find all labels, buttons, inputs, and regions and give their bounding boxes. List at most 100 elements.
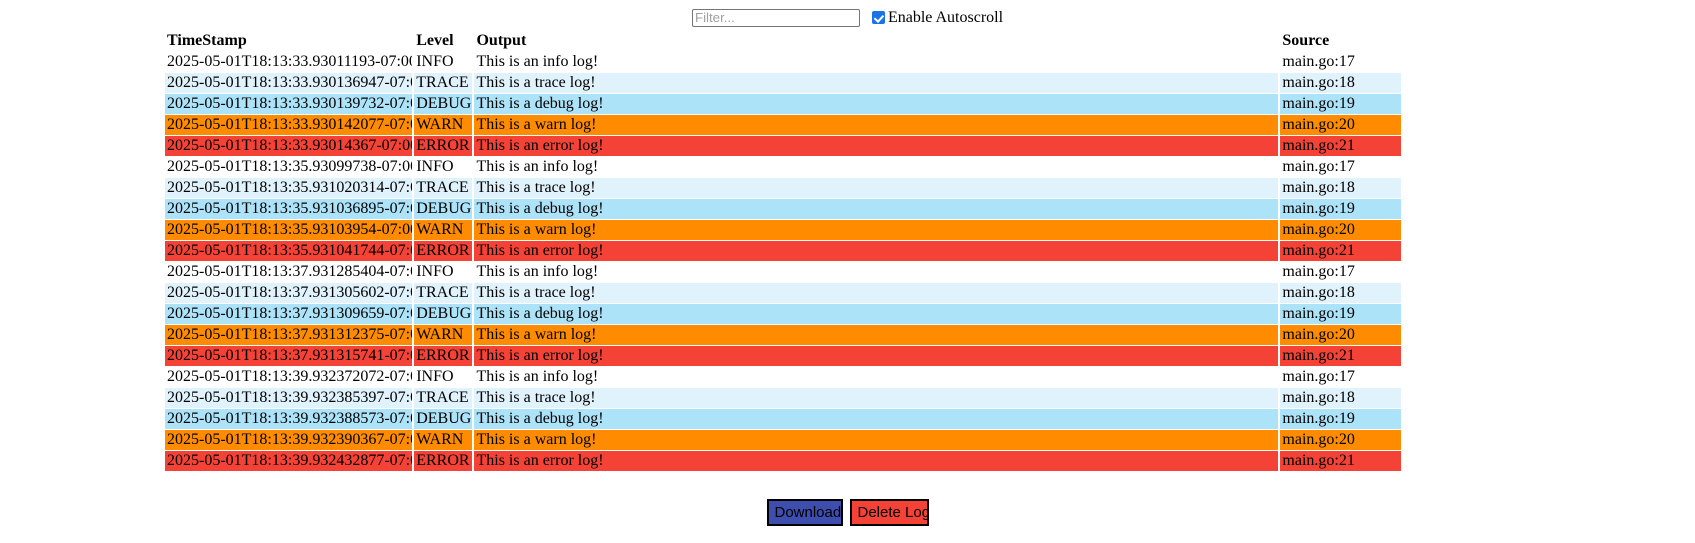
download-logs-button[interactable]: Download Logs [766,499,843,526]
cell-output: This is a warn log! [474,325,1279,345]
cell-level: DEBUG [414,409,473,429]
cell-output: This is an error log! [474,451,1279,471]
table-row: 2025-05-01T18:13:35.931020314-07:00 TRACE… [165,178,1401,198]
cell-source: main.go:21 [1280,346,1401,366]
table-row: 2025-05-01T18:13:37.931305602-07:00 TRACE… [165,283,1401,303]
cell-level: ERROR [414,136,473,156]
table-row: 2025-05-01T18:13:35.931041744-07:00 ERROR… [165,241,1401,261]
table-row: 2025-05-01T18:13:35.93099738-07:00 INFO Th… [165,157,1401,177]
log-table-body: 2025-05-01T18:13:33.93011193-07:00 INFO Th… [165,52,1401,471]
cell-output: This is a trace log! [474,388,1279,408]
checkbox-checked-icon[interactable] [871,11,885,24]
cell-timestamp: 2025-05-01T18:13:33.930139732-07:00 [165,94,413,114]
column-header-output: Output [474,31,1279,51]
cell-timestamp: 2025-05-01T18:13:37.931315741-07:00 [165,346,413,366]
cell-source: main.go:17 [1280,157,1401,177]
cell-output: This is a debug log! [474,199,1279,219]
cell-timestamp: 2025-05-01T18:13:33.930136947-07:00 [165,73,413,93]
cell-level: TRACE [414,73,473,93]
cell-output: This is an info log! [474,262,1279,282]
table-row: 2025-05-01T18:13:39.932388573-07:00 DEBUG… [165,409,1401,429]
cell-source: main.go:17 [1280,367,1401,387]
cell-source: main.go:20 [1280,325,1401,345]
table-row: 2025-05-01T18:13:33.930139732-07:00 DEBUG… [165,94,1401,114]
cell-source: main.go:19 [1280,199,1401,219]
cell-level: TRACE [414,283,473,303]
cell-level: INFO [414,157,473,177]
cell-timestamp: 2025-05-01T18:13:37.931285404-07:00 [165,262,413,282]
cell-output: This is a trace log! [474,283,1279,303]
cell-timestamp: 2025-05-01T18:13:33.93014367-07:00 [165,136,413,156]
cell-source: main.go:21 [1280,451,1401,471]
cell-source: main.go:18 [1280,73,1401,93]
cell-timestamp: 2025-05-01T18:13:39.932372072-07:00 [165,367,413,387]
cell-output: This is an error log! [474,241,1279,261]
table-row: 2025-05-01T18:13:37.931285404-07:00 INFO T… [165,262,1401,282]
cell-output: This is a debug log! [474,94,1279,114]
cell-timestamp: 2025-05-01T18:13:37.931305602-07:00 [165,283,413,303]
cell-level: ERROR [414,241,473,261]
cell-timestamp: 2025-05-01T18:13:39.932388573-07:00 [165,409,413,429]
table-row: 2025-05-01T18:13:37.931309659-07:00 DEBUG… [165,304,1401,324]
filter-input[interactable] [691,8,860,27]
table-row: 2025-05-01T18:13:35.93103954-07:00 WARN Th… [165,220,1401,240]
cell-source: main.go:20 [1280,430,1401,450]
cell-timestamp: 2025-05-01T18:13:35.931041744-07:00 [165,241,413,261]
cell-timestamp: 2025-05-01T18:13:39.932390367-07:00 [165,430,413,450]
enable-autoscroll-toggle[interactable]: Enable Autoscroll [871,8,1004,27]
cell-source: main.go:18 [1280,178,1401,198]
cell-level: ERROR [414,346,473,366]
table-row: 2025-05-01T18:13:33.93011193-07:00 INFO Th… [165,52,1401,72]
cell-output: This is an error log! [474,136,1279,156]
table-row: 2025-05-01T18:13:33.930136947-07:00 TRACE… [165,73,1401,93]
cell-timestamp: 2025-05-01T18:13:35.93099738-07:00 [165,157,413,177]
table-row: 2025-05-01T18:13:39.932385397-07:00 TRACE… [165,388,1401,408]
cell-level: DEBUG [414,94,473,114]
column-header-level: Level [414,31,473,51]
cell-timestamp: 2025-05-01T18:13:35.93103954-07:00 [165,220,413,240]
cell-source: main.go:20 [1280,115,1401,135]
cell-level: ERROR [414,451,473,471]
cell-level: INFO [414,262,473,282]
table-row: 2025-05-01T18:13:39.932390367-07:00 WARN T… [165,430,1401,450]
cell-source: main.go:19 [1280,94,1401,114]
log-table-head: TimeStamp Level Output Source [165,31,1401,51]
cell-output: This is an info log! [474,367,1279,387]
cell-level: DEBUG [414,199,473,219]
cell-output: This is a warn log! [474,115,1279,135]
cell-level: WARN [414,430,473,450]
cell-output: This is an info log! [474,157,1279,177]
cell-timestamp: 2025-05-01T18:13:37.931312375-07:00 [165,325,413,345]
cell-output: This is a trace log! [474,73,1279,93]
cell-level: WARN [414,325,473,345]
enable-autoscroll-label: Enable Autoscroll [887,8,1004,26]
table-row: 2025-05-01T18:13:33.930142077-07:00 WARN T… [165,115,1401,135]
cell-level: DEBUG [414,304,473,324]
cell-timestamp: 2025-05-01T18:13:39.932385397-07:00 [165,388,413,408]
cell-timestamp: 2025-05-01T18:13:37.931309659-07:00 [165,304,413,324]
log-table-container: TimeStamp Level Output Source 2025-05-01… [0,30,1695,472]
table-row: 2025-05-01T18:13:39.932432877-07:00 ERROR… [165,451,1401,471]
table-row: 2025-05-01T18:13:39.932372072-07:00 INFO T… [165,367,1401,387]
column-header-source: Source [1280,31,1401,51]
cell-output: This is an info log! [474,52,1279,72]
cell-level: WARN [414,115,473,135]
delete-logs-button[interactable]: Delete Logs [849,499,929,526]
column-header-timestamp: TimeStamp [165,31,413,51]
cell-source: main.go:20 [1280,220,1401,240]
cell-timestamp: 2025-05-01T18:13:35.931036895-07:00 [165,199,413,219]
table-header-row: TimeStamp Level Output Source [165,31,1401,51]
cell-output: This is an error log! [474,346,1279,366]
table-row: 2025-05-01T18:13:33.93014367-07:00 ERROR T… [165,136,1401,156]
cell-source: main.go:18 [1280,388,1401,408]
table-row: 2025-05-01T18:13:37.931312375-07:00 WARN T… [165,325,1401,345]
table-row: 2025-05-01T18:13:37.931315741-07:00 ERROR… [165,346,1401,366]
cell-level: INFO [414,52,473,72]
cell-output: This is a warn log! [474,220,1279,240]
cell-output: This is a warn log! [474,430,1279,450]
cell-level: WARN [414,220,473,240]
cell-timestamp: 2025-05-01T18:13:33.930142077-07:00 [165,115,413,135]
cell-output: This is a debug log! [474,304,1279,324]
footer-actions: Download Logs Delete Logs [0,499,1695,526]
cell-output: This is a trace log! [474,178,1279,198]
